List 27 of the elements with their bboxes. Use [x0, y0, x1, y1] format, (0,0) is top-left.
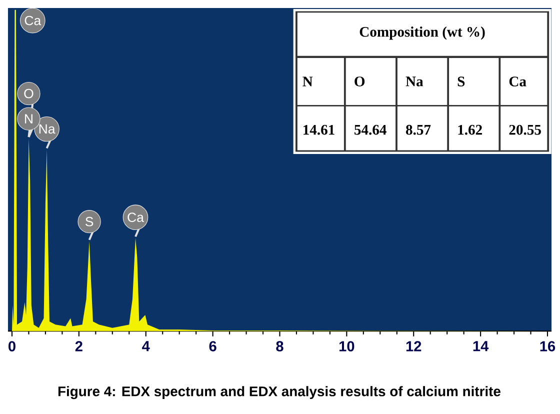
annotation: Ca	[509, 76, 526, 86]
x-tick-label: 12	[406, 341, 422, 352]
text: Figure 4: EDX spectrum and EDX analysis results of calcium nitrite	[58, 386, 500, 400]
annotation: Na	[406, 76, 424, 86]
x-tick-label: 8	[276, 341, 284, 352]
x-tick-label: 16	[540, 341, 556, 352]
annotation: Ca	[24, 16, 42, 26]
x-tick-label: 4	[142, 341, 150, 352]
x-tick-label: 6	[209, 341, 216, 352]
annotation: S	[85, 216, 94, 226]
x-tick-label: 2	[75, 341, 82, 352]
annotation: O	[24, 88, 34, 98]
x-tick-label: 10	[339, 341, 354, 352]
annotation: 54.64	[354, 124, 386, 135]
annotation: 1.62	[458, 124, 482, 135]
annotation: O	[354, 76, 365, 86]
annotation: S	[458, 76, 465, 86]
annotation: Composition (wt %)	[360, 26, 485, 40]
x-tick-label: 14	[473, 341, 489, 352]
annotation: N	[25, 114, 32, 124]
annotation: Ca	[128, 212, 144, 222]
annotation: 14.61	[304, 124, 334, 135]
annotation: 20.55	[509, 124, 541, 135]
annotation: Na	[39, 124, 56, 134]
annotation: N	[302, 76, 313, 86]
x-tick-label: 0	[8, 341, 16, 352]
annotation: 8.57	[406, 124, 431, 135]
